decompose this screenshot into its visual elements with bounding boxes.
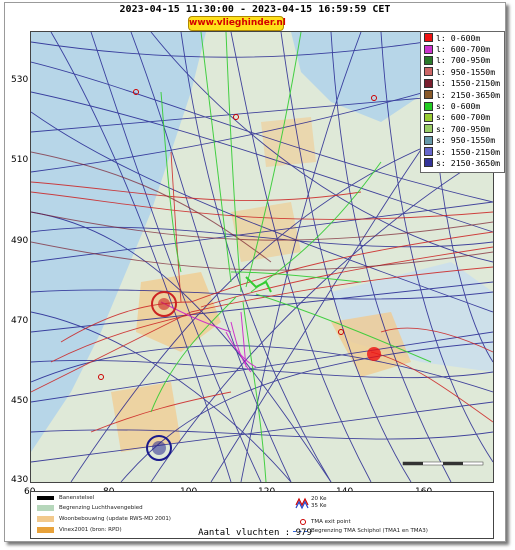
legend-item: s: 700-950m xyxy=(421,123,504,134)
altitude-legend: l: 0-600m l: 600-700m l: 700-950m l: 950… xyxy=(420,31,505,173)
urban-area xyxy=(231,202,301,262)
legend-item: s: 950-1550m xyxy=(421,135,504,146)
departure-tracks xyxy=(150,32,432,482)
legend-text: Banenstelsel xyxy=(59,495,95,501)
legend-label: l: 950-1550m xyxy=(436,66,496,77)
contour-35-label: 35 Ke xyxy=(311,503,327,509)
runway-swatch xyxy=(37,496,54,500)
legend-item: s: 2150-3650m xyxy=(421,157,504,168)
legend-vinex: Vinex2001 (bron: RPD) xyxy=(37,527,122,533)
flight-count: Aantal vluchten : 979 xyxy=(198,528,312,538)
legend-airport-boundary: Begrenzing Luchthavengebied xyxy=(37,505,143,511)
y-tick-label: 510 xyxy=(11,155,29,165)
website-badge[interactable]: www.vlieghinder.nl xyxy=(188,16,286,31)
legend-item: l: 2150-3650m xyxy=(421,89,504,100)
legend-item: l: 700-950m xyxy=(421,55,504,66)
scale-bar xyxy=(402,461,484,466)
legend-label: s: 1550-2150m xyxy=(436,146,501,157)
legend-label: s: 950-1550m xyxy=(436,135,496,146)
x-tick-label: 60 xyxy=(24,487,35,497)
legend-swatch xyxy=(424,33,433,43)
legend-label: l: 600-700m xyxy=(436,44,491,55)
flight-track-map[interactable] xyxy=(30,31,494,483)
track-cluster xyxy=(367,347,381,361)
y-tick-label: 430 xyxy=(11,475,29,485)
urban-area xyxy=(111,382,181,452)
legend-text: Vinex2001 (bron: RPD) xyxy=(59,527,122,533)
urban-area xyxy=(331,312,411,377)
legend-swatch xyxy=(424,112,433,122)
legend-label: s: 2150-3650m xyxy=(436,157,501,168)
legend-label: s: 700-950m xyxy=(436,123,491,134)
legend-swatch xyxy=(424,90,433,100)
legend-item: l: 600-700m xyxy=(421,43,504,54)
legend-swatch xyxy=(424,147,433,157)
tma-exit-label: TMA exit point xyxy=(311,519,351,525)
legend-text: Woonbebouwing (update RWS-MD 2001) xyxy=(59,516,171,522)
legend-item: s: 1550-2150m xyxy=(421,146,504,157)
y-tick-label: 490 xyxy=(11,236,29,246)
map-canvas xyxy=(31,32,493,482)
legend-swatch xyxy=(424,135,433,145)
airport-boundary-swatch xyxy=(37,505,54,511)
legend-label: s: 0-600m xyxy=(436,101,481,112)
tma-exit-point xyxy=(233,114,239,120)
noise-contour-icon xyxy=(295,496,309,512)
legend-swatch xyxy=(424,124,433,134)
urban-area xyxy=(261,117,316,167)
legend-swatch xyxy=(424,78,433,88)
legend-label: l: 700-950m xyxy=(436,55,491,66)
legend-item: l: 0-600m xyxy=(421,32,504,43)
legend-item: l: 950-1550m xyxy=(421,66,504,77)
y-tick-label: 470 xyxy=(11,316,29,326)
legend-swatch xyxy=(424,44,433,54)
legend-text: Begrenzing Luchthavengebied xyxy=(59,505,143,511)
runway-cluster xyxy=(245,276,272,293)
legend-runway: Banenstelsel xyxy=(37,495,94,501)
north-sea-water xyxy=(31,32,206,452)
legend-swatch xyxy=(424,101,433,111)
urban-area xyxy=(136,272,221,352)
tma-exit-point xyxy=(338,329,344,335)
tma-boundary-line xyxy=(293,531,307,532)
legend-label: s: 600-700m xyxy=(436,112,491,123)
vinex-swatch xyxy=(37,527,54,533)
tma-exit-point xyxy=(98,374,104,380)
mid-altitude-tracks xyxy=(31,151,493,271)
tma-exit-point xyxy=(133,89,139,95)
track-cluster xyxy=(146,435,172,461)
legend-label: l: 2150-3650m xyxy=(436,89,501,100)
legend-swatch xyxy=(424,67,433,77)
track-cluster xyxy=(152,441,166,455)
track-cluster xyxy=(158,298,170,310)
legend-swatch xyxy=(424,158,433,168)
legend-item: l: 1550-2150m xyxy=(421,78,504,89)
legend-housing: Woonbebouwing (update RWS-MD 2001) xyxy=(37,516,171,522)
legend-swatch xyxy=(424,55,433,65)
track-cluster xyxy=(151,291,177,317)
map-legend-panel: Banenstelsel Begrenzing Luchthavengebied… xyxy=(30,491,494,539)
legend-label: l: 1550-2150m xyxy=(436,78,501,89)
contour-20-label: 20 Ke xyxy=(311,496,327,502)
tma-exit-icon xyxy=(299,518,307,528)
y-tick-label: 450 xyxy=(11,396,29,406)
housing-swatch xyxy=(37,516,54,522)
tma-exit-point xyxy=(371,95,377,101)
map-frame: 2023-04-15 11:30:00 - 2023-04-15 16:59:5… xyxy=(4,2,506,542)
legend-item: s: 600-700m xyxy=(421,112,504,123)
legend-label: l: 0-600m xyxy=(436,32,481,43)
date-range-title: 2023-04-15 11:30:00 - 2023-04-15 16:59:5… xyxy=(119,4,391,15)
tma-boundary-label: Begrenzing TMA Schiphol (TMA1 en TMA3) xyxy=(311,528,428,534)
ijsselmeer-water xyxy=(291,32,426,122)
legend-item: s: 0-600m xyxy=(421,100,504,111)
y-tick-label: 530 xyxy=(11,75,29,85)
low-altitude-tracks xyxy=(31,151,493,433)
